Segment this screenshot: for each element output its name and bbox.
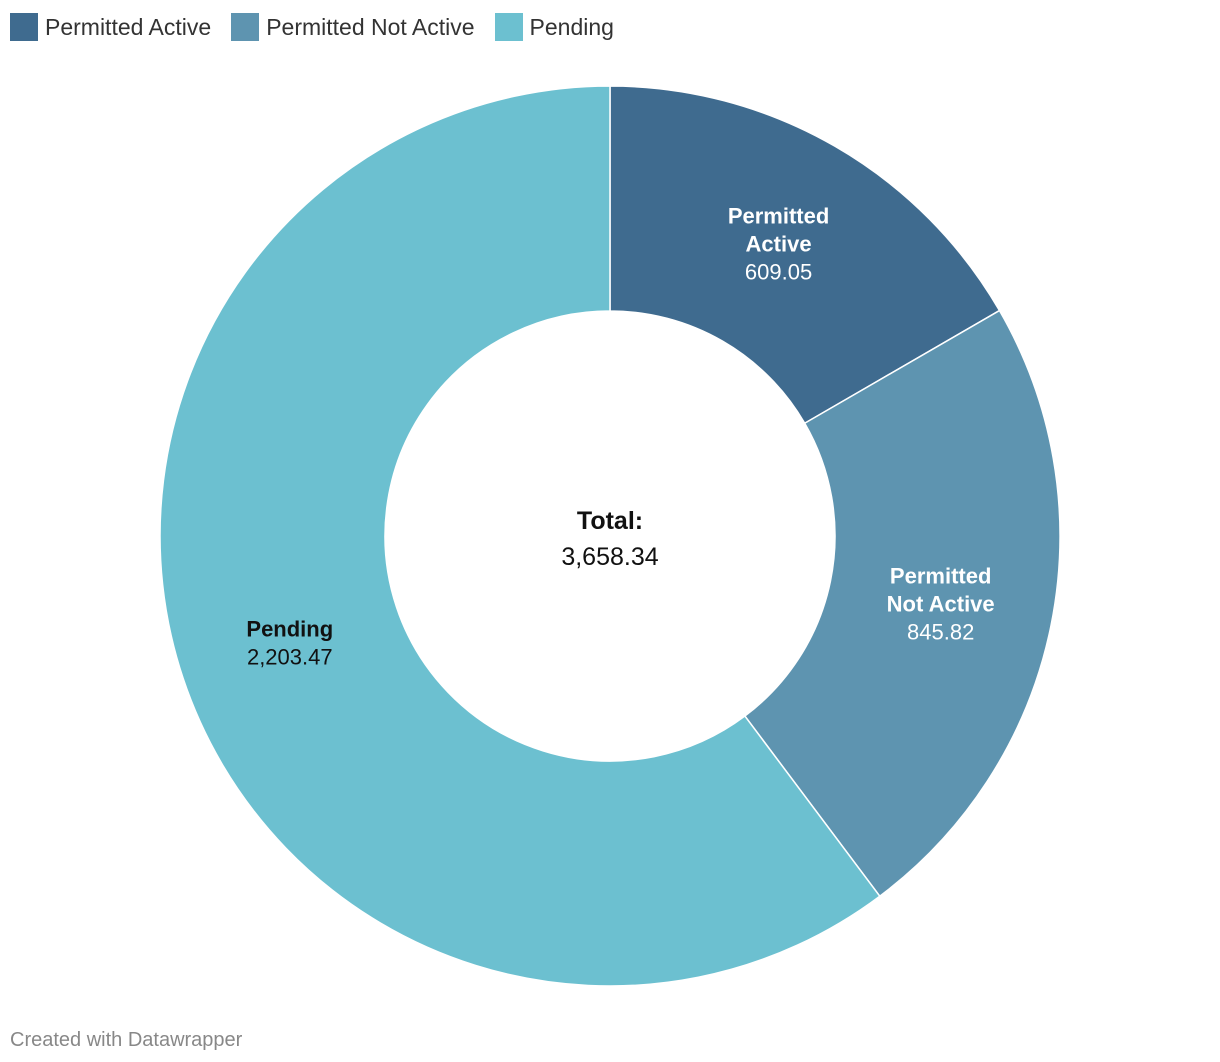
footer-credit: Created with Datawrapper [10,1029,243,1051]
slice-label-value: 609.05 [745,260,812,285]
legend-swatch [494,13,523,41]
slice-label-name: Permitted [890,564,991,589]
slice-label-name: Active [746,232,812,257]
legend-label: Permitted Not Active [266,13,475,40]
legend-label: Pending [529,13,614,40]
center-total: Total: 3,658.34 [561,507,658,571]
slice-label-name: Pending [246,617,333,642]
slice-labels: Permitted Active 609.05 Permitted Not Active… [246,204,994,670]
slice-label-value: 2,203.47 [247,645,333,670]
donut-slice-permitted-active [609,85,1001,425]
legend-swatch [231,13,260,41]
legend-item-permitted-not-active: Permitted Not Active [231,13,475,41]
donut-slice-permitted-not-active [743,309,1061,898]
slice-label-permitted-active: Permitted Active 609.05 [728,204,829,285]
slice-label-pending: Pending 2,203.47 [246,617,333,670]
legend-label: Permitted Active [45,13,212,40]
donut-slices [159,85,1061,987]
donut-slice-pending [159,85,881,987]
slice-label-permitted-not-active: Permitted Not Active 845.82 [887,564,995,645]
slice-label-name: Not Active [887,592,995,617]
legend: Permitted Active Permitted Not Active Pe… [10,13,614,41]
center-total-value: 3,658.34 [561,543,658,571]
legend-swatch [10,13,38,41]
slice-label-value: 845.82 [907,620,974,645]
center-total-title: Total: [577,507,643,535]
legend-item-permitted-active: Permitted Active [10,13,211,41]
slice-label-name: Permitted [728,204,829,229]
legend-item-pending: Pending [494,13,614,41]
